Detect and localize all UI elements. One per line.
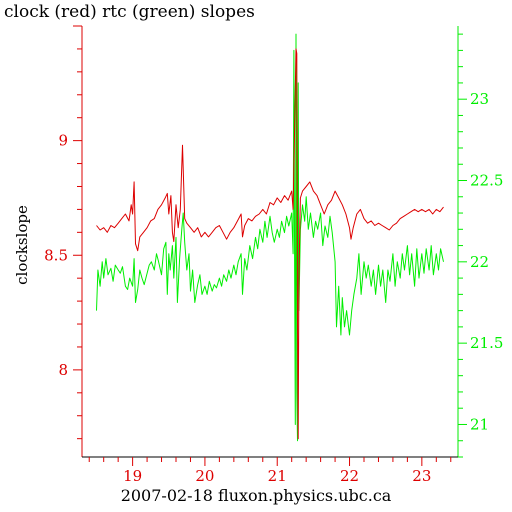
rtc-slope-line <box>96 33 444 442</box>
y-tick-label: 9 <box>58 132 68 150</box>
x-tick-label: 22 <box>340 467 359 485</box>
series-group <box>96 33 444 442</box>
y-axis-label: clockslope <box>13 205 31 285</box>
x-tick-label: 21 <box>268 467 287 485</box>
x-tick-label: 20 <box>195 467 214 485</box>
y-tick-label: 8.5 <box>44 246 68 264</box>
clock-slope-line <box>96 48 444 440</box>
y2-tick-label: 21.5 <box>470 334 503 352</box>
x-tick-label: 23 <box>412 467 431 485</box>
y2-tick-label: 21 <box>470 415 489 433</box>
chart-title: clock (red) rtc (green) slopes <box>4 2 255 22</box>
y2-tick-label: 22.5 <box>470 172 503 190</box>
x-axis-label: 2007-02-18 fluxon.physics.ubc.ca <box>120 486 392 505</box>
y2-tick-label: 23 <box>470 90 489 108</box>
y2-tick-label: 22 <box>470 253 489 271</box>
y-tick-label: 8 <box>58 361 68 379</box>
axes-group: 19 20 21 22 23 8 8.5 9 21 21.5 22 22.5 23 <box>44 25 503 485</box>
x-tick-label: 19 <box>123 467 142 485</box>
